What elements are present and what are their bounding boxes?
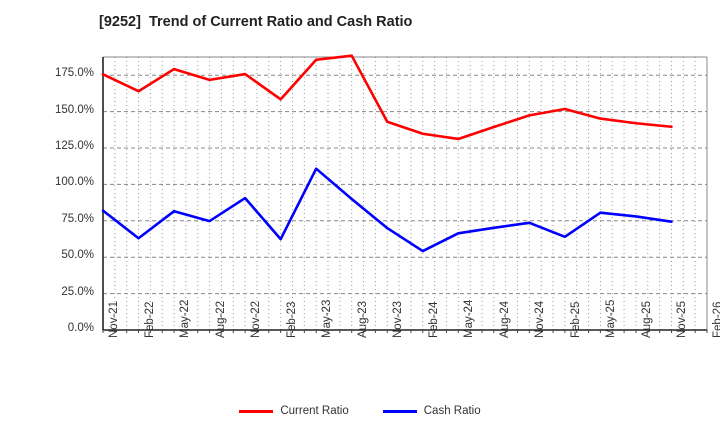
y-axis-tick-label: 50.0% [61,249,94,262]
series-line-cash-ratio [101,167,673,253]
minor-gridlines [114,57,696,330]
legend-label: Current Ratio [280,405,349,417]
legend-label: Cash Ratio [423,405,481,417]
data-series [101,54,673,253]
y-axis-tick-label: 100.0% [54,176,94,189]
y-axis-tick-label: 150.0% [54,103,94,116]
y-axis-tick-label: 0.0% [67,322,94,334]
axis-frame [102,56,708,333]
legend-line-swatch [239,409,274,413]
y-axis-tick-label: 75.0% [61,212,94,225]
y-axis-tick-label: 175.0% [54,67,94,80]
legend-item[interactable]: Cash Ratio [382,405,481,417]
legend-item[interactable]: Current Ratio [239,405,349,417]
y-axis-tick-label: 25.0% [61,285,94,298]
chart-legend: Current Ratio Cash Ratio [0,405,720,417]
chart-title: [9252] Trend of Current Ratio and Cash R… [99,14,413,30]
series-line-current-ratio [101,54,673,141]
major-gridlines [103,74,707,295]
y-axis-tick-label: 125.0% [54,140,94,152]
legend-line-swatch [382,409,417,413]
